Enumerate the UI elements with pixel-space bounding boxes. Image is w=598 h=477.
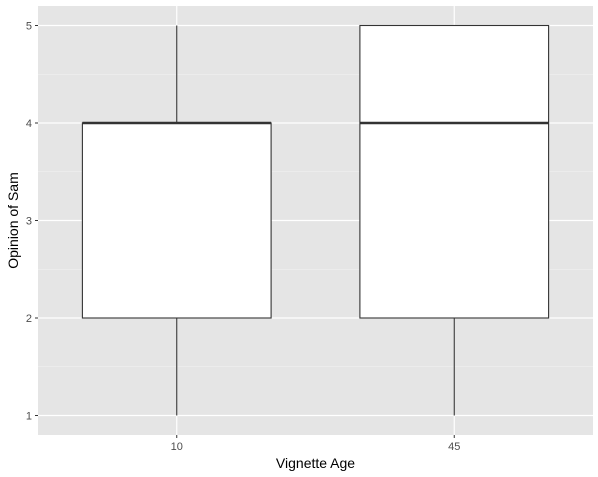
y-tick-label: 1 [26,411,32,423]
x-tick-label: 45 [448,441,460,453]
x-axis-title: Vignette Age [276,455,355,471]
y-tick-label: 2 [26,313,32,325]
y-tick-label: 4 [26,118,32,130]
x-tick-label: 10 [171,441,183,453]
box-10 [81,25,272,416]
box-series [81,24,550,416]
y-tick-label: 3 [26,216,32,228]
y-tick-label: 5 [26,21,32,33]
box-body [359,24,550,319]
y-axis-title: Opinion of Sam [5,172,21,269]
box-45 [359,24,550,416]
box-body [81,122,272,319]
